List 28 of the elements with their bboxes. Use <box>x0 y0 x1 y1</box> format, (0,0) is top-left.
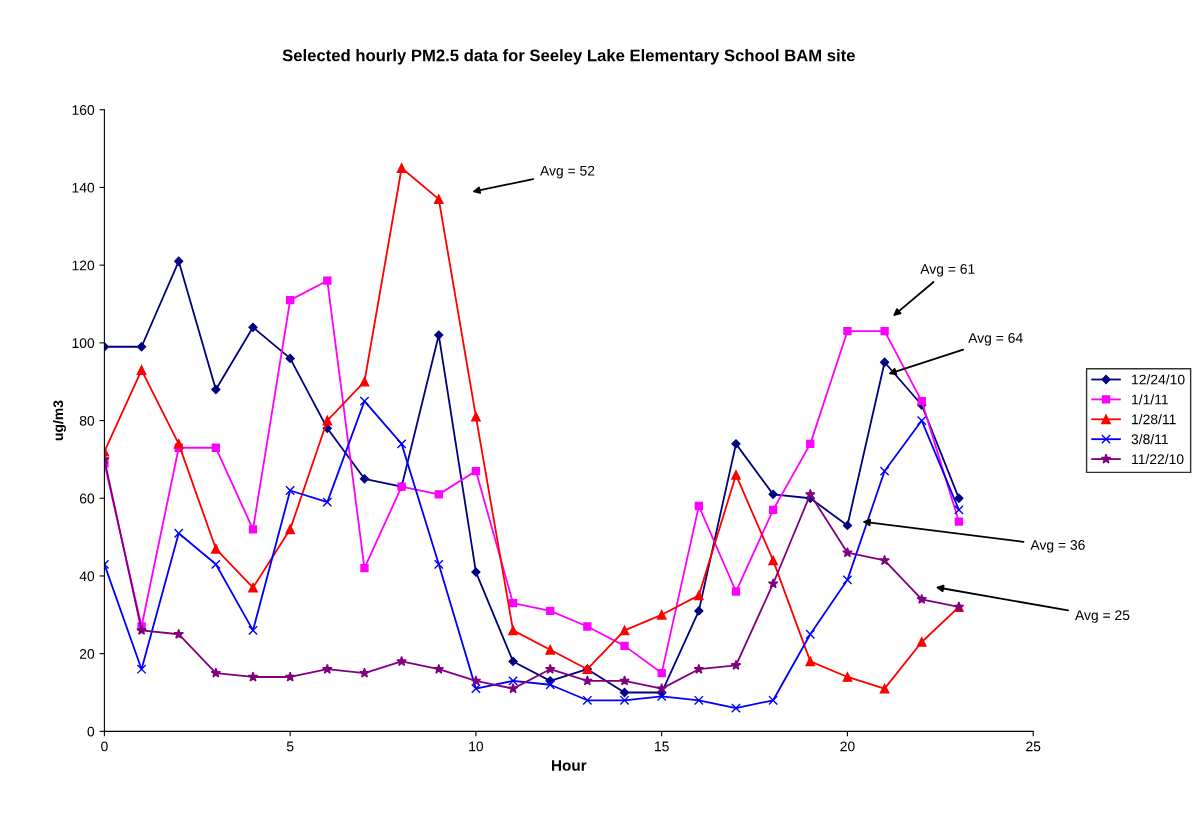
annotation: Avg = 61 <box>920 264 975 277</box>
x-tick-label: 5 <box>286 741 294 752</box>
y-tick-label: 80 <box>79 415 95 426</box>
y-tick-label: 40 <box>79 571 95 582</box>
text: Avg = 25 <box>1075 610 1130 623</box>
x-tick-label: 20 <box>840 741 855 752</box>
x-tick-label: 15 <box>655 741 669 752</box>
legend-label: 1/1/11 <box>1132 394 1168 405</box>
x-axis-title: Hour <box>552 760 587 771</box>
annotation: Avg = 36 <box>1030 540 1085 553</box>
annotation: Avg = 64 <box>968 333 1023 346</box>
y-tick-label: 160 <box>72 105 95 115</box>
y-axis-title: ug/m3 <box>52 400 66 441</box>
legend-label: 1/28/11 <box>1132 414 1176 425</box>
x-tick-label: 0 <box>101 741 108 752</box>
legend-label: 3/8/11 <box>1131 433 1168 445</box>
x-tick-label: 10 <box>469 741 484 752</box>
legend-label: 11/22/10 <box>1132 453 1184 465</box>
y-tick-label: 20 <box>79 649 95 659</box>
y-tick-label: 120 <box>72 260 95 271</box>
chart-title: Selected hourly PM2.5 data for Seeley Lake Elementary School BAM site <box>282 49 855 65</box>
y-tick-label: 140 <box>72 182 95 193</box>
annotation: Avg = 52 <box>540 165 595 179</box>
x-tick-label: 25 <box>1026 741 1041 752</box>
y-tick-label: 0 <box>87 726 95 737</box>
legend-label: 12/24/10 <box>1132 374 1185 385</box>
y-tick-label: 60 <box>79 493 95 504</box>
y-tick-label: 100 <box>72 338 95 349</box>
